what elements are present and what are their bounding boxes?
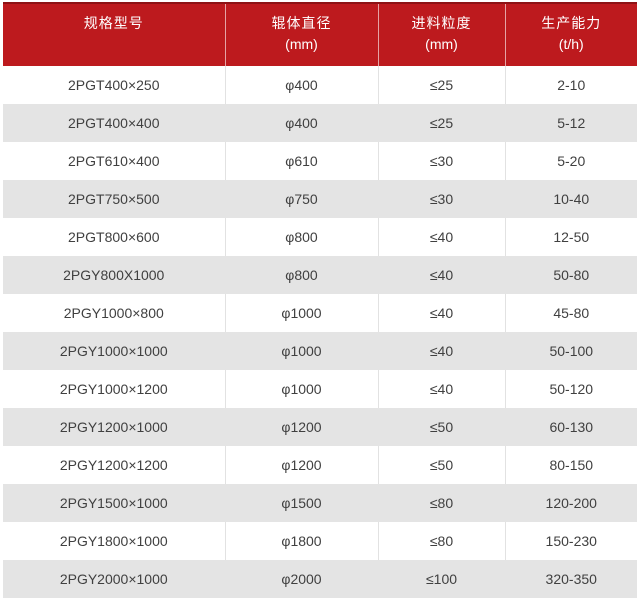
table-row: 2PGY1200×1000 φ1200 ≤50 60-130 — [3, 408, 637, 446]
table-cell: 60-130 — [505, 408, 637, 446]
column-header-capacity: 生产能力 (t/h) — [505, 2, 637, 66]
table-row: 2PGT750×500 φ750 ≤30 10-40 — [3, 180, 637, 218]
table-cell: ≤40 — [378, 370, 506, 408]
table-cell: 2PGY1200×1000 — [3, 408, 226, 446]
table-cell: φ1000 — [225, 332, 379, 370]
table-body: 2PGT400×250 φ400 ≤25 2-10 2PGT400×400 φ400 ≤25… — [3, 66, 637, 598]
column-header-roller-diameter: 辊体直径 (mm) — [225, 2, 379, 66]
column-label: 辊体直径 — [271, 15, 332, 31]
column-unit: (t/h) — [558, 36, 584, 52]
table-cell: φ2000 — [225, 560, 379, 598]
table-cell: ≤50 — [378, 446, 506, 484]
table-cell: φ610 — [225, 142, 379, 180]
table-cell: 2PGT610×400 — [3, 142, 226, 180]
table-cell: ≤30 — [378, 180, 506, 218]
table-row: 2PGY1800×1000 φ1800 ≤80 150-230 — [3, 522, 637, 560]
table-cell: ≤80 — [378, 522, 506, 560]
column-unit: (mm) — [285, 36, 318, 52]
table-cell: ≤40 — [378, 256, 506, 294]
column-header-feed-size: 进料粒度 (mm) — [378, 2, 506, 66]
table-row: 2PGY1000×800 φ1000 ≤40 45-80 — [3, 294, 637, 332]
spec-table: 规格型号 辊体直径 (mm) 进料粒度 (mm) 生产能力 (t/h) 2PGT… — [3, 2, 637, 598]
table-cell: 320-350 — [505, 560, 637, 598]
column-unit: (mm) — [425, 36, 458, 52]
table-cell: 50-100 — [505, 332, 637, 370]
table-cell: ≤100 — [378, 560, 506, 598]
table-cell: 45-80 — [505, 294, 637, 332]
table-cell: 2PGT400×400 — [3, 104, 226, 142]
table-cell: 80-150 — [505, 446, 637, 484]
table-cell: 120-200 — [505, 484, 637, 522]
header-row: 规格型号 辊体直径 (mm) 进料粒度 (mm) 生产能力 (t/h) — [3, 2, 637, 66]
table-cell: φ750 — [225, 180, 379, 218]
table-row: 2PGT610×400 φ610 ≤30 5-20 — [3, 142, 637, 180]
table-cell: ≤40 — [378, 294, 506, 332]
table-cell: 150-230 — [505, 522, 637, 560]
table-cell: ≤40 — [378, 332, 506, 370]
table-cell: 12-50 — [505, 218, 637, 256]
table-cell: 10-40 — [505, 180, 637, 218]
table-cell: 2PGT800×600 — [3, 218, 226, 256]
table-cell: 2PGY1000×800 — [3, 294, 226, 332]
table-cell: φ1200 — [225, 408, 379, 446]
table-cell: φ1000 — [225, 370, 379, 408]
table-row: 2PGY1000×1200 φ1000 ≤40 50-120 — [3, 370, 637, 408]
table-cell: ≤30 — [378, 142, 506, 180]
table-cell: 2PGT750×500 — [3, 180, 226, 218]
table-row: 2PGY1500×1000 φ1500 ≤80 120-200 — [3, 484, 637, 522]
table-cell: 5-12 — [505, 104, 637, 142]
table-header: 规格型号 辊体直径 (mm) 进料粒度 (mm) 生产能力 (t/h) — [3, 2, 637, 66]
table-row: 2PGY2000×1000 φ2000 ≤100 320-350 — [3, 560, 637, 598]
table-cell: φ400 — [225, 104, 379, 142]
table-cell: ≤25 — [378, 66, 506, 104]
table-cell: 2PGY1000×1200 — [3, 370, 226, 408]
column-label: 生产能力 — [541, 15, 602, 31]
table-row: 2PGY800X1000 φ800 ≤40 50-80 — [3, 256, 637, 294]
table-cell: 50-120 — [505, 370, 637, 408]
table-cell: 2PGY2000×1000 — [3, 560, 226, 598]
table-row: 2PGT800×600 φ800 ≤40 12-50 — [3, 218, 637, 256]
table-cell: φ1200 — [225, 446, 379, 484]
table-cell: 2PGY1200×1200 — [3, 446, 226, 484]
column-header-model: 规格型号 — [3, 2, 226, 66]
table-cell: φ1800 — [225, 522, 379, 560]
table-row: 2PGT400×250 φ400 ≤25 2-10 — [3, 66, 637, 104]
table-cell: 5-20 — [505, 142, 637, 180]
table-row: 2PGT400×400 φ400 ≤25 5-12 — [3, 104, 637, 142]
column-label: 规格型号 — [83, 15, 144, 31]
table-row: 2PGY1000×1000 φ1000 ≤40 50-100 — [3, 332, 637, 370]
table-cell: 2PGY1000×1000 — [3, 332, 226, 370]
table-cell: φ1000 — [225, 294, 379, 332]
table-cell: 2PGY1500×1000 — [3, 484, 226, 522]
table-cell: ≤80 — [378, 484, 506, 522]
table-cell: φ800 — [225, 256, 379, 294]
table-cell: φ800 — [225, 218, 379, 256]
table-cell: 50-80 — [505, 256, 637, 294]
table-cell: 2-10 — [505, 66, 637, 104]
table-row: 2PGY1200×1200 φ1200 ≤50 80-150 — [3, 446, 637, 484]
table-cell: 2PGT400×250 — [3, 66, 226, 104]
table-cell: φ1500 — [225, 484, 379, 522]
table-cell: 2PGY800X1000 — [3, 256, 226, 294]
table-cell: 2PGY1800×1000 — [3, 522, 226, 560]
column-label: 进料粒度 — [411, 15, 472, 31]
table-cell: ≤50 — [378, 408, 506, 446]
table-cell: ≤25 — [378, 104, 506, 142]
table-cell: ≤40 — [378, 218, 506, 256]
table-cell: φ400 — [225, 66, 379, 104]
